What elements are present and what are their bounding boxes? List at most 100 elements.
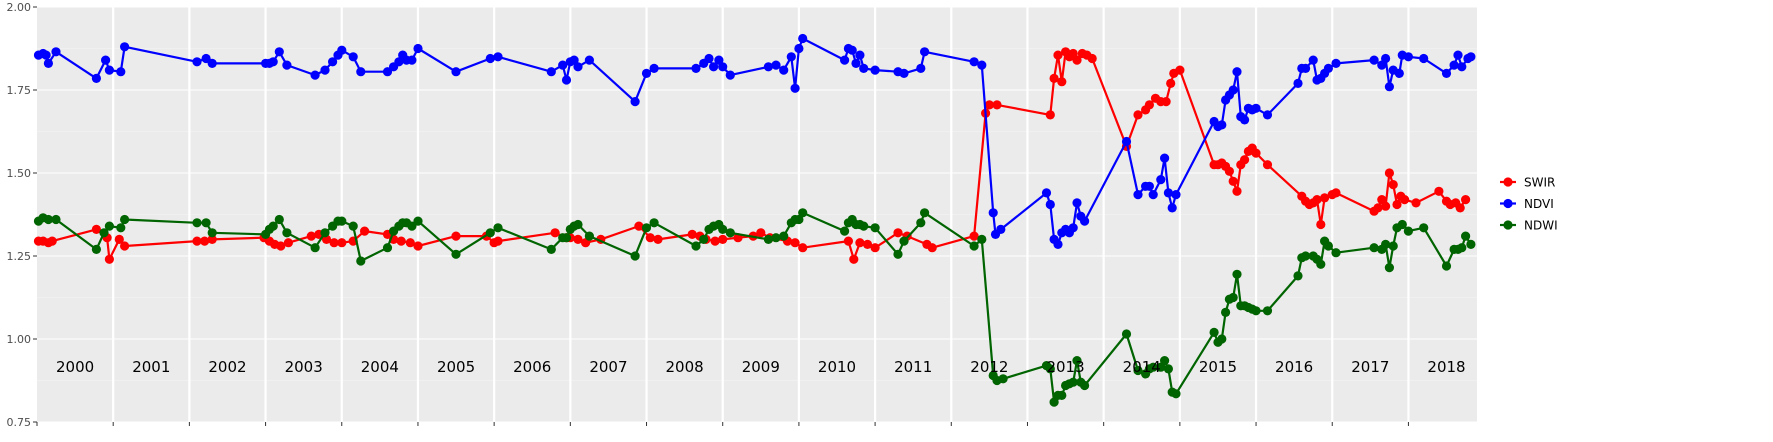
data-point-swir — [1434, 186, 1444, 196]
data-point-ndvi — [996, 224, 1006, 234]
data-point-ndvi — [1240, 115, 1250, 125]
data-point-ndwi — [691, 241, 701, 251]
data-point-ndvi — [725, 70, 735, 80]
year-label: 2006 — [513, 358, 551, 376]
legend-key-point — [1503, 220, 1513, 230]
data-point-ndwi — [207, 228, 217, 238]
data-point-swir — [653, 234, 663, 244]
data-point-swir — [969, 231, 979, 241]
data-point-ndwi — [916, 218, 926, 228]
y-tick-label: 1.75 — [7, 84, 32, 97]
data-point-ndwi — [382, 243, 393, 253]
data-point-ndvi — [356, 67, 366, 77]
year-label: 2017 — [1351, 358, 1389, 376]
data-point-ndvi — [201, 53, 211, 64]
data-point-ndvi — [847, 45, 857, 55]
data-point-ndvi — [704, 53, 714, 64]
data-point-ndwi — [561, 233, 572, 243]
data-point-ndwi — [840, 226, 850, 236]
data-point-ndwi — [192, 218, 202, 228]
data-point-ndvi — [558, 60, 568, 70]
data-point-swir — [710, 236, 720, 246]
data-point-ndwi — [1163, 364, 1173, 374]
data-point-ndwi — [1217, 334, 1227, 344]
data-point-ndvi — [977, 60, 987, 70]
data-point-ndwi — [718, 224, 728, 234]
data-point-ndwi — [120, 214, 130, 225]
data-point-swir — [1262, 160, 1273, 170]
data-point-ndvi — [714, 55, 724, 65]
data-point-ndwi — [699, 234, 709, 244]
data-point-ndwi — [310, 243, 320, 253]
data-point-ndwi — [451, 249, 461, 259]
data-point-ndwi — [1293, 271, 1303, 281]
data-point-swir — [1384, 168, 1394, 178]
data-point-swir — [550, 228, 560, 238]
data-point-swir — [91, 224, 101, 234]
data-point-ndwi — [1209, 327, 1219, 337]
data-point-ndwi — [1057, 390, 1067, 400]
data-point-ndwi — [1251, 306, 1261, 316]
data-point-swir — [1228, 176, 1238, 186]
data-point-ndwi — [771, 233, 781, 243]
data-point-ndvi — [1053, 239, 1063, 249]
data-point-ndvi — [920, 47, 930, 57]
legend-label: SWIR — [1524, 176, 1555, 190]
data-point-ndvi — [798, 33, 808, 44]
data-point-ndvi — [584, 55, 595, 65]
data-point-ndvi — [407, 55, 417, 65]
data-point-swir — [798, 243, 808, 253]
year-label: 2007 — [589, 358, 627, 376]
data-point-ndvi — [1403, 52, 1413, 62]
data-point-ndwi — [201, 218, 211, 228]
data-point-swir — [927, 243, 937, 253]
data-point-swir — [1053, 50, 1063, 60]
data-point-ndvi — [1171, 190, 1181, 200]
data-point-ndvi — [859, 63, 869, 73]
data-point-ndvi — [1331, 58, 1341, 68]
data-point-swir — [200, 236, 210, 246]
legend-key-point — [1503, 198, 1513, 209]
data-point-swir — [413, 241, 423, 251]
data-point-ndwi — [1221, 307, 1231, 317]
data-point-swir — [1240, 155, 1250, 165]
data-point-ndvi — [1466, 52, 1476, 62]
data-point-ndvi — [1308, 55, 1318, 65]
year-label: 2014 — [1123, 358, 1161, 376]
data-point-swir — [1166, 78, 1176, 88]
data-point-ndwi — [1441, 261, 1452, 271]
data-point-ndvi — [771, 60, 781, 70]
data-point-swir — [1373, 203, 1383, 213]
data-point-ndwi — [1384, 263, 1394, 273]
data-point-ndvi — [101, 55, 111, 65]
data-point-ndwi — [1369, 243, 1379, 253]
data-point-ndvi — [207, 58, 217, 68]
data-point-ndvi — [1232, 67, 1242, 77]
data-point-ndvi — [1121, 136, 1132, 147]
y-axis: 0.75 1.00 1.25 1.50 1.75 2.00 — [7, 1, 37, 429]
data-point-ndvi — [1301, 63, 1311, 73]
data-point-ndwi — [1068, 377, 1078, 387]
data-point-swir — [1331, 188, 1341, 198]
data-point-swir — [1400, 195, 1410, 205]
data-point-ndwi — [1466, 239, 1476, 249]
data-point-ndvi — [328, 57, 338, 67]
data-point-ndvi — [855, 50, 865, 60]
data-point-swir — [1388, 180, 1398, 190]
legend: SWIR NDVI NDWI — [1500, 176, 1558, 233]
year-label: 2002 — [208, 358, 246, 376]
data-point-ndwi — [870, 223, 880, 233]
data-point-ndwi — [573, 219, 583, 230]
data-point-swir — [1316, 219, 1326, 230]
data-point-ndwi — [641, 223, 652, 233]
data-point-swir — [790, 238, 800, 248]
year-label: 2003 — [285, 358, 323, 376]
data-point-ndvi — [1384, 82, 1394, 92]
data-point-swir — [1312, 195, 1322, 205]
data-point-ndvi — [1394, 68, 1404, 78]
data-point-swir — [329, 238, 339, 248]
data-point-ndvi — [451, 67, 461, 77]
data-point-swir — [1411, 198, 1421, 208]
data-point-ndwi — [1461, 231, 1471, 241]
